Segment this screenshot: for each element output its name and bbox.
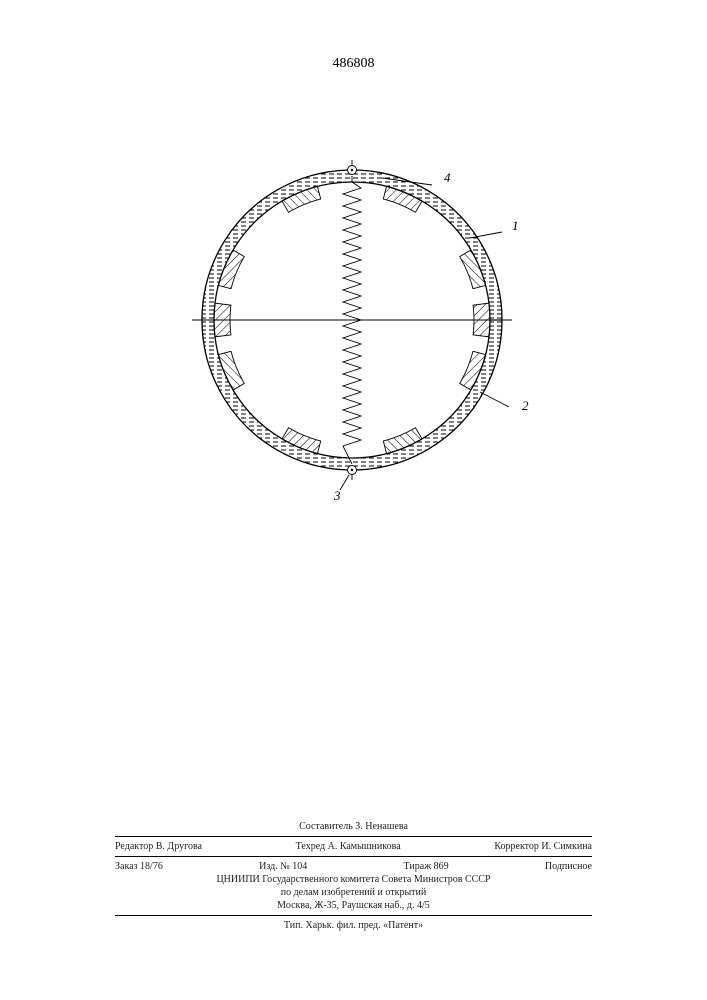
tirazh: Тираж 869 bbox=[404, 860, 449, 873]
org-line2: по делам изобретений и открытий bbox=[115, 886, 592, 899]
svg-text:4: 4 bbox=[444, 170, 451, 185]
separator bbox=[115, 856, 592, 857]
svg-text:1: 1 bbox=[512, 218, 519, 233]
corrector: Корректор И. Симкина bbox=[494, 840, 592, 853]
izd: Изд. № 104 bbox=[259, 860, 307, 873]
printer-line: Тип. Харьк. фил. пред. «Патент» bbox=[115, 919, 592, 932]
separator bbox=[115, 915, 592, 916]
org-line3: Москва, Ж-35, Раушская наб., д. 4/5 bbox=[115, 899, 592, 912]
svg-text:2: 2 bbox=[522, 398, 529, 413]
svg-text:3: 3 bbox=[333, 488, 341, 503]
imprint-footer: Составитель З. Ненашева Редактор В. Друг… bbox=[115, 820, 592, 932]
page-number: 486808 bbox=[0, 56, 707, 72]
compiler-label: Составитель bbox=[299, 821, 353, 832]
org-line1: ЦНИИПИ Государственного комитета Совета … bbox=[115, 873, 592, 886]
compiler-line: Составитель З. Ненашева bbox=[115, 820, 592, 833]
print-data-row: Заказ 18/76 Изд. № 104 Тираж 869 Подписн… bbox=[115, 860, 592, 873]
separator bbox=[115, 836, 592, 837]
podpisnoe: Подписное bbox=[545, 860, 592, 873]
techred: Техред А. Камышникова bbox=[296, 840, 401, 853]
compiler-name: З. Ненашева bbox=[355, 821, 408, 832]
credits-row: Редактор В. Другова Техред А. Камышников… bbox=[115, 840, 592, 853]
zakaz: Заказ 18/76 bbox=[115, 860, 163, 873]
technical-figure: 4 1 2 3 bbox=[152, 120, 552, 525]
editor: Редактор В. Другова bbox=[115, 840, 202, 853]
